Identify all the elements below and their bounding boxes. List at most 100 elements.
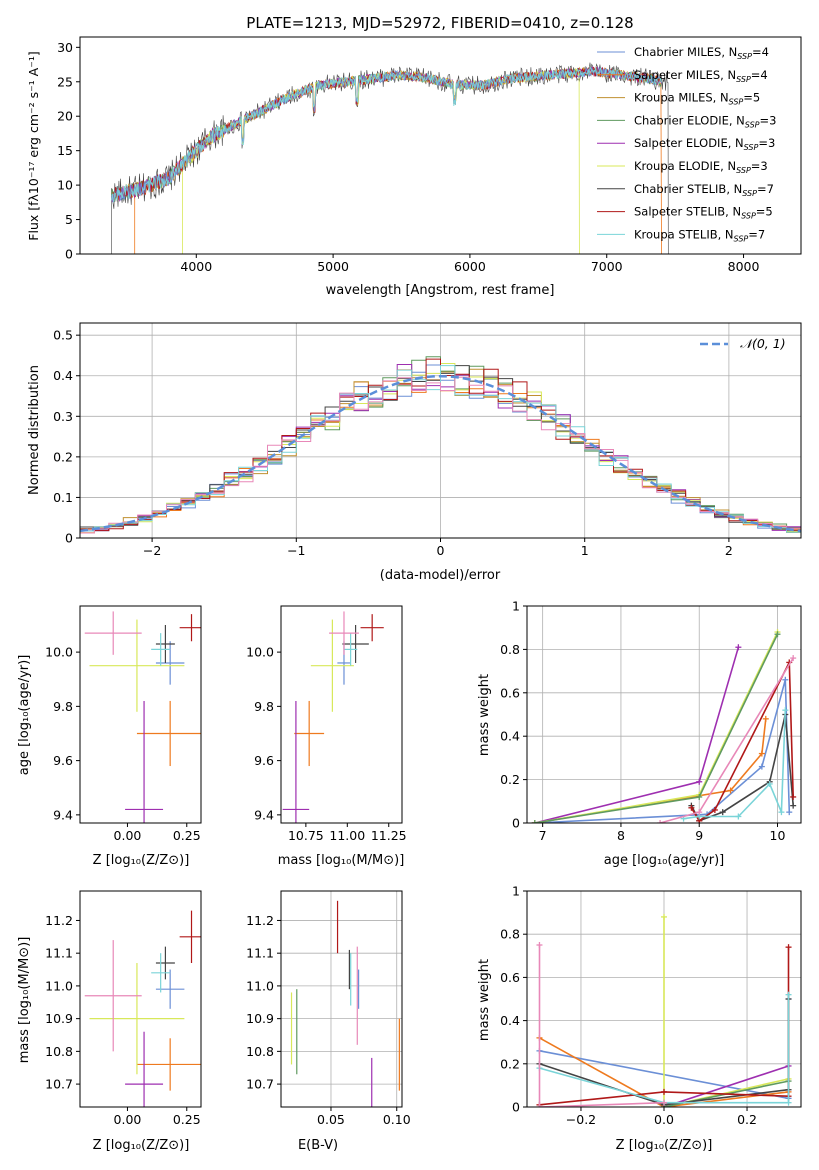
y-tick-label: 10.7 — [246, 1077, 274, 1092]
y-tick-label: 10.9 — [246, 1011, 274, 1026]
y-tick-label: 9.8 — [254, 699, 274, 714]
histogram-step-kroupa-stelib — [80, 365, 801, 533]
errorbars — [84, 910, 201, 1107]
mass-ebv-x-axis-label: E(B-V) — [298, 1138, 338, 1153]
x-tick-label: 1 — [581, 543, 589, 558]
x-tick-label: 0.25 — [173, 1112, 201, 1127]
y-tick-label: 0 — [65, 531, 73, 546]
y-tick-label: 0.8 — [500, 927, 520, 942]
y-tick-label: 10.0 — [246, 645, 274, 660]
axes-frame — [526, 890, 802, 1108]
y-tick-label: 11.2 — [45, 913, 73, 928]
spectrum-legend: Chabrier MILES, NSSP=4 Salpeter MILES, NS… — [597, 45, 776, 243]
x-tick-label: −1 — [287, 543, 305, 558]
mass-z-y-axis-label: mass [log₁₀(M/M⊙)] — [17, 937, 32, 1064]
weight-lines — [536, 913, 792, 1107]
x-tick-label: 9 — [695, 828, 703, 843]
x-tick-label: 0.05 — [317, 1112, 345, 1127]
y-tick-label: 0.4 — [500, 1013, 520, 1028]
weight-line — [534, 631, 779, 823]
axes-frame — [79, 322, 802, 539]
x-tick-label: 0.10 — [383, 1112, 411, 1127]
y-tick-label: 10.8 — [45, 1044, 73, 1059]
legend-label: Kroupa ELODIE, NSSP=3 — [634, 159, 768, 175]
y-tick-label: 0 — [512, 816, 520, 831]
y-tick-label: 10.8 — [246, 1044, 274, 1059]
x-tick-label: 0.2 — [737, 1112, 757, 1127]
x-tick-label: 7 — [539, 828, 547, 843]
y-tick-label: 0 — [65, 247, 73, 262]
y-tick-label: 0.3 — [53, 409, 73, 424]
x-tick-label: 0.25 — [173, 828, 201, 843]
y-tick-label: 0.8 — [500, 642, 520, 657]
y-tick-label: 0.1 — [53, 490, 73, 505]
spectrum-series-kroupa-elodie — [182, 67, 580, 254]
y-tick-label: 10.0 — [45, 645, 73, 660]
y-tick-label: 11.1 — [246, 946, 274, 961]
errorbars — [290, 900, 400, 1107]
legend-label: Salpeter ELODIE, NSSP=3 — [634, 136, 775, 152]
axes-frame — [79, 36, 802, 255]
age-z-y-axis-label: age [log₁₀(age/yr)] — [17, 655, 32, 776]
x-tick-label: 7000 — [591, 259, 623, 274]
x-tick-label: 10.75 — [288, 828, 324, 843]
weight-line — [539, 994, 790, 1104]
legend-label: 𝒩(0, 1) — [740, 336, 786, 351]
residual-histogram-panel: −2 −1 0 1 2 0 0.1 0.2 0.3 0.4 0.5 𝒩(0, 1) (data-mod… — [27, 322, 802, 583]
spectrum-x-axis-label: wavelength [Angstrom, rest frame] — [326, 283, 555, 298]
age-z-plot-area: 0.00 0.25 9.4 9.6 9.8 10.0 — [45, 605, 202, 843]
age-mass-plot-area: 10.75 11.00 11.25 9.4 9.6 9.8 10.0 — [246, 605, 407, 843]
x-tick-label: 4000 — [180, 259, 212, 274]
y-tick-label: 1 — [512, 599, 520, 614]
weight-z-x-axis-label: Z [log₁₀(Z/Z⊙)] — [616, 1138, 713, 1153]
y-tick-label: 25 — [57, 74, 73, 89]
histogram-x-axis-label: (data-model)/error — [380, 568, 501, 583]
y-tick-label: 11.1 — [45, 946, 73, 961]
weight-age-x-axis-label: age [log₁₀(age/yr)] — [604, 853, 725, 868]
histogram-y-axis-label: Normed distribution — [27, 365, 42, 495]
spectrum-title: PLATE=1213, MJD=52972, FIBERID=0410, z=0… — [246, 14, 633, 32]
x-tick-label: 0.00 — [114, 1112, 142, 1127]
y-tick-label: 9.4 — [254, 807, 274, 822]
age-mass-x-axis-label: mass [log₁₀(M/M⊙)] — [278, 853, 405, 868]
age-vs-metallicity-panel: 0.00 0.25 9.4 9.6 9.8 10.0 Z [log₁₀(Z/Z⊙)] ag… — [17, 605, 202, 868]
x-tick-label: −2 — [143, 543, 161, 558]
legend-label: Kroupa STELIB, NSSP=7 — [634, 227, 765, 243]
y-tick-label: 20 — [57, 109, 73, 124]
x-tick-label: 6000 — [454, 259, 486, 274]
y-tick-label: 11.0 — [45, 978, 73, 993]
age-z-x-axis-label: Z [log₁₀(Z/Z⊙)] — [93, 853, 190, 868]
axes-frame — [79, 890, 202, 1108]
x-tick-label: 2 — [725, 543, 733, 558]
x-tick-label: 0.0 — [654, 1112, 674, 1127]
age-vs-mass-panel: 10.75 11.00 11.25 9.4 9.6 9.8 10.0 mass [log₁₀… — [246, 605, 407, 868]
legend-label: Salpeter MILES, NSSP=4 — [634, 68, 768, 84]
x-tick-label: 0.00 — [114, 828, 142, 843]
x-tick-label: −0.2 — [566, 1112, 596, 1127]
x-tick-label: 5000 — [317, 259, 349, 274]
spectrum-series-salpeter-miles — [134, 67, 662, 254]
y-tick-label: 30 — [57, 40, 73, 55]
weight-z-y-axis-label: mass weight — [477, 959, 492, 1041]
y-tick-label: 0.6 — [500, 685, 520, 700]
weight-line — [539, 1037, 789, 1107]
legend-label: Chabrier MILES, NSSP=4 — [634, 45, 769, 61]
x-tick-label: 8 — [617, 828, 625, 843]
y-tick-label: 0 — [512, 1100, 520, 1115]
mass-z-plot-area: 0.00 0.25 10.7 10.8 10.9 11.0 11.1 11.2 — [45, 890, 202, 1127]
legend-label: Chabrier STELIB, NSSP=7 — [634, 182, 774, 198]
axes-frame — [280, 890, 403, 1108]
axes-frame — [280, 605, 403, 824]
y-tick-label: 11.2 — [246, 913, 274, 928]
weight-z-plot-area: −0.2 0.0 0.2 0 0.2 0.4 0.6 0.8 1 — [500, 884, 802, 1127]
mass-z-x-axis-label: Z [log₁₀(Z/Z⊙)] — [93, 1138, 190, 1153]
weight-vs-metallicity-panel: −0.2 0.0 0.2 0 0.2 0.4 0.6 0.8 1 Z [log₁₀(Z/Z⊙)]… — [477, 884, 802, 1153]
spectrum-y-axis-label: Flux [fλ10⁻¹⁷ erg cm⁻² s⁻¹ A⁻¹] — [26, 51, 41, 240]
axes-frame — [79, 605, 202, 824]
histogram-series — [80, 356, 801, 534]
y-tick-label: 0.4 — [53, 368, 73, 383]
y-tick-label: 5 — [65, 212, 73, 227]
y-tick-label: 0.6 — [500, 970, 520, 985]
